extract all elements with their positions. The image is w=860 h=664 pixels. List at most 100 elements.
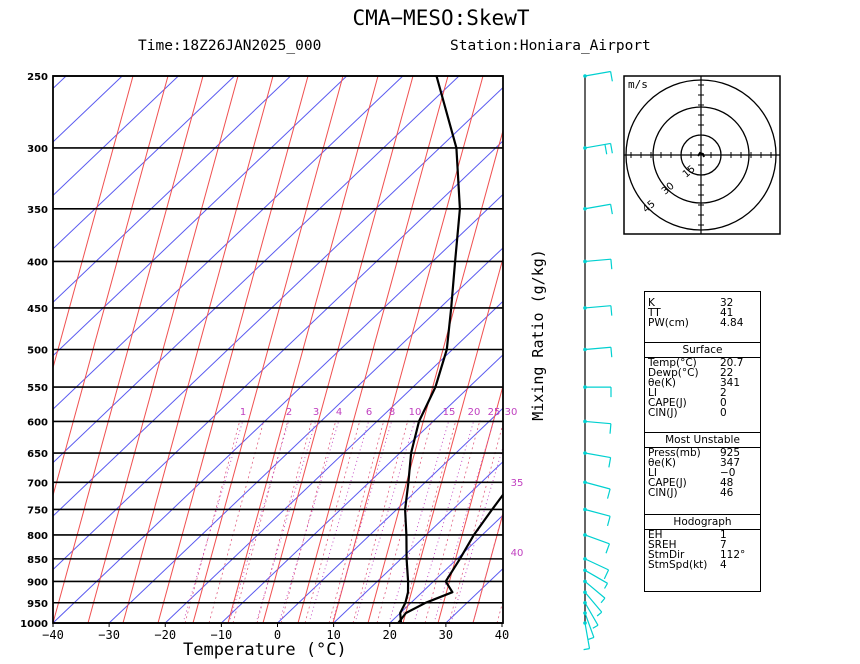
- index-key: θe(K): [648, 377, 676, 389]
- wind-barb-flag: [605, 543, 610, 554]
- isotherm-line: [333, 460, 503, 623]
- index-key: LI: [648, 467, 657, 479]
- wind-barb: [584, 452, 611, 459]
- wind-barb-base: [583, 347, 587, 352]
- wind-barb-flag: [609, 423, 612, 434]
- wind-barb: [584, 569, 608, 584]
- time-label: Time:18Z26JAN2025_000: [138, 38, 322, 54]
- index-value: 341: [720, 377, 741, 389]
- wind-barb: [584, 622, 591, 649]
- wind-barb-base: [583, 579, 587, 584]
- index-row: CIN(J) 0: [645, 408, 760, 419]
- pressure-tick-label: 950: [27, 599, 48, 610]
- pressure-tick-label: 450: [27, 304, 48, 315]
- pressure-tick-label: 650: [27, 449, 48, 460]
- index-row: Temp(°C) 20.7: [645, 357, 760, 369]
- moist-adiabat-line: [208, 419, 265, 623]
- isotherm-line: [0, 76, 10, 623]
- mixing-ratio-line: [354, 419, 416, 623]
- mixing-ratio-label: 6: [366, 407, 372, 418]
- index-key: K: [648, 297, 655, 309]
- moist-adiabat-line: [184, 419, 241, 623]
- mixing-ratio-line: [331, 419, 393, 623]
- temperature-profile: [397, 492, 503, 623]
- moist-adiabat-line: [232, 419, 289, 623]
- hodograph-trace: [697, 151, 705, 158]
- wind-barb-flag: [606, 488, 611, 499]
- wind-barb: [584, 258, 611, 263]
- pressure-tick-label: 500: [27, 346, 48, 357]
- pressure-tick-label: 300: [27, 144, 48, 155]
- wind-barb-flag: [610, 71, 613, 82]
- mixing-ratio-label: 1: [240, 407, 246, 418]
- wind-barb-flag: [588, 636, 595, 641]
- wind-barb-base: [583, 590, 587, 595]
- index-value: 4.84: [720, 317, 744, 329]
- index-key: SREH: [648, 539, 677, 551]
- mixing-ratio-label: 15: [443, 407, 456, 418]
- pressure-tick-label: 750: [27, 505, 48, 516]
- wind-barb: [584, 602, 599, 626]
- index-key: EH: [648, 529, 663, 541]
- plot-area: [0, 76, 503, 623]
- index-row: θe(K) 341: [645, 377, 760, 389]
- index-row: PW(cm) 4.84: [645, 317, 760, 329]
- index-value: 7: [720, 539, 727, 551]
- wind-barb-flag: [596, 611, 603, 617]
- mixing-ratio-line: [228, 419, 290, 623]
- wind-barb: [584, 534, 610, 545]
- wind-barb-flag: [610, 143, 613, 154]
- chart-title: CMA−MESO:SkewT: [352, 6, 530, 30]
- moist-adiabat-line: [472, 510, 503, 623]
- wind-barb-flag: [610, 347, 613, 358]
- wind-barb: [584, 70, 611, 77]
- index-value: −0: [720, 467, 736, 479]
- mixing-ratio-label: 10: [409, 407, 422, 418]
- moist-adiabat-line: [400, 419, 457, 623]
- index-key: CAPE(J): [648, 477, 687, 489]
- index-row: CAPE(J) 0: [645, 397, 760, 409]
- mixing-ratio-line: [255, 419, 317, 623]
- index-key: StmDir: [648, 549, 685, 561]
- wind-barb: [584, 346, 611, 351]
- index-key: CIN(J): [648, 487, 678, 499]
- mixing-ratio-line: [413, 419, 475, 623]
- index-value: 41: [720, 307, 734, 319]
- x-tick-label: −20: [154, 628, 176, 642]
- moist-adiabat-line: [448, 422, 503, 623]
- index-value: 20.7: [720, 357, 744, 369]
- moist-adiabat-line: [376, 419, 433, 623]
- mixing-ratio-line: [388, 419, 450, 623]
- x-tick-label: 30: [439, 628, 453, 642]
- pressure-tick-label: 550: [27, 383, 48, 394]
- section-title: Most Unstable: [645, 433, 760, 448]
- wind-barb: [584, 481, 611, 490]
- mixing-ratio-label: 40: [511, 548, 524, 559]
- mixing-ratio-label: 3: [313, 407, 319, 418]
- pressure-tick-label: 250: [27, 72, 48, 83]
- wind-barb: [584, 580, 606, 599]
- pressure-tick-label: 900: [27, 577, 48, 588]
- mixing-ratio-label: 20: [468, 407, 481, 418]
- index-value: 347: [720, 457, 741, 469]
- wind-barb: [584, 591, 603, 613]
- wind-barb: [584, 420, 611, 425]
- mixing-ratio-label: 4: [336, 407, 342, 418]
- index-key: LI: [648, 387, 657, 399]
- mixing-ratio-label: 35: [511, 478, 524, 489]
- wind-barb-base: [583, 146, 587, 150]
- x-tick-label: −10: [211, 628, 233, 642]
- wind-barb-flag: [610, 305, 613, 316]
- mixing-ratio-label: 30: [505, 407, 518, 418]
- pressure-tick-label: 1000: [20, 619, 48, 630]
- index-key: Temp(°C): [648, 357, 697, 369]
- wind-barb-base: [583, 611, 587, 615]
- index-key: CAPE(J): [648, 397, 687, 409]
- isotherm-line: [389, 514, 503, 623]
- index-row: SREH 7: [645, 539, 760, 551]
- mixing-ratio-line: [278, 419, 340, 623]
- index-row: Press(mb) 925: [645, 448, 760, 459]
- pressure-tick-label: 850: [27, 555, 48, 566]
- index-row: LI −0: [645, 467, 760, 479]
- x-tick-label: −40: [42, 628, 64, 642]
